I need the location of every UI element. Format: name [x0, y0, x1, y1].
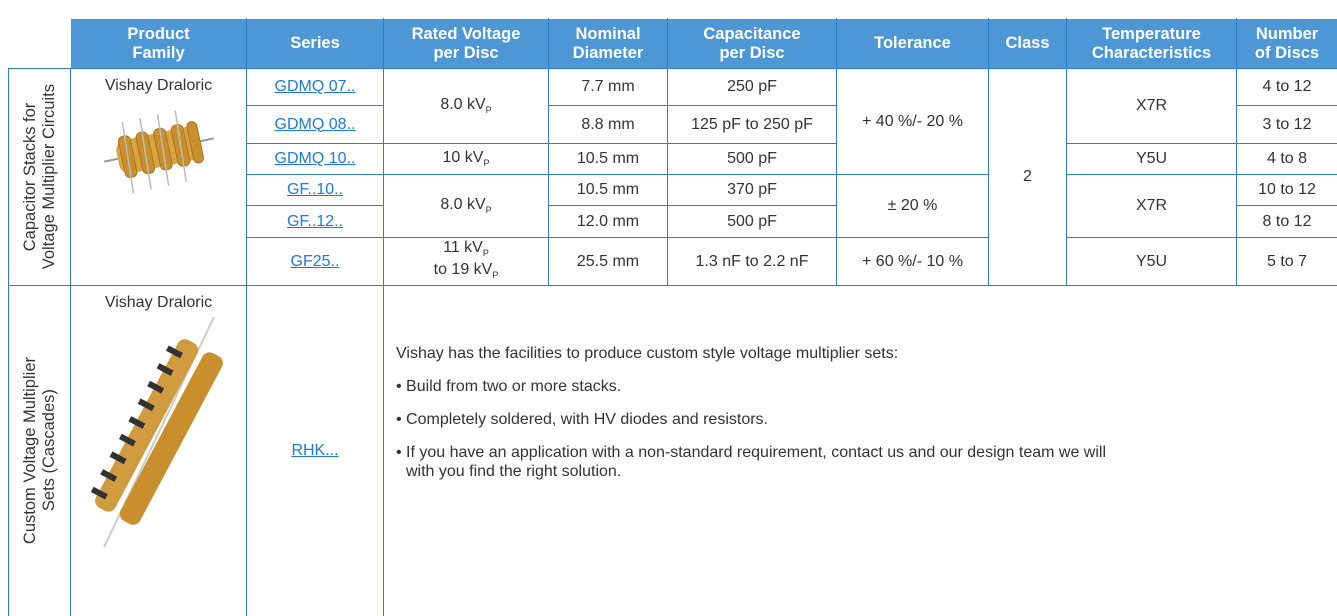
capacitance: 370 pF — [668, 175, 837, 206]
corner — [9, 19, 71, 69]
series-link[interactable]: GDMQ 08.. — [275, 116, 356, 133]
voltage: 10 kV — [443, 149, 484, 166]
family-cell: Vishay Draloric — [71, 286, 247, 616]
series-link[interactable]: GDMQ 10.. — [275, 150, 356, 167]
section-label-text: Capacitor Stacks for Voltage Multiplier … — [21, 84, 59, 269]
voltage-sub: P — [483, 249, 489, 259]
bullet: • If you have an application with a non-… — [396, 443, 1106, 481]
capacitance: 250 pF — [668, 69, 837, 106]
voltage: 11 kV — [443, 239, 483, 256]
voltage-cell: 8.0 kVP — [384, 175, 549, 238]
product-table: Product Family Series Rated Voltage per … — [8, 18, 1337, 616]
cascade-image — [84, 312, 234, 552]
tolerance: ± 20 % — [837, 175, 989, 238]
header-cell: Nominal Diameter — [549, 19, 668, 69]
diameter: 12.0 mm — [549, 206, 668, 238]
header-cell: Class — [989, 19, 1067, 69]
series-cell: GDMQ 07.. — [247, 69, 384, 106]
voltage-sub: P — [483, 159, 489, 169]
temperature: Y5U — [1067, 238, 1237, 286]
series-link[interactable]: RHK... — [291, 442, 338, 459]
series-cell: GF25.. — [247, 238, 384, 286]
diameter: 25.5 mm — [549, 238, 668, 286]
voltage: 8.0 kV — [440, 196, 485, 213]
series-cell: RHK... — [247, 286, 384, 616]
discs: 3 to 12 — [1237, 106, 1337, 144]
capacitance: 1.3 nF to 2.2 nF — [668, 238, 837, 286]
row: Capacitor Stacks for Voltage Multiplier … — [9, 69, 1337, 106]
series-cell: GF..12.. — [247, 206, 384, 238]
header-cell: Tolerance — [837, 19, 989, 69]
series-link[interactable]: GDMQ 07.. — [275, 78, 356, 95]
diameter: 8.8 mm — [549, 106, 668, 144]
series-cell: GDMQ 10.. — [247, 144, 384, 175]
tolerance: + 40 %/- 20 % — [837, 69, 989, 175]
stack-image — [99, 95, 219, 205]
tolerance: + 60 %/- 10 % — [837, 238, 989, 286]
table-wrap: Product Family Series Rated Voltage per … — [8, 18, 1337, 616]
series-cell: GDMQ 08.. — [247, 106, 384, 144]
intro: Vishay has the facilities to produce cus… — [396, 344, 1334, 363]
discs: 5 to 7 — [1237, 238, 1337, 286]
temperature: Y5U — [1067, 144, 1237, 175]
diameter: 10.5 mm — [549, 175, 668, 206]
section-label: Capacitor Stacks for Voltage Multiplier … — [9, 69, 71, 286]
header-cell: Product Family — [71, 19, 247, 69]
bullet: • Build from two or more stacks. — [396, 377, 1106, 396]
temperature: X7R — [1067, 69, 1237, 144]
family-cell: Vishay Draloric — [71, 69, 247, 286]
series-cell: GF..10.. — [247, 175, 384, 206]
header-cell: Number of Discs — [1237, 19, 1337, 69]
header-cell: Series — [247, 19, 384, 69]
discs: 10 to 12 — [1237, 175, 1337, 206]
capacitance: 500 pF — [668, 206, 837, 238]
diameter: 10.5 mm — [549, 144, 668, 175]
capacitance: 500 pF — [668, 144, 837, 175]
voltage-sub: P — [492, 270, 498, 280]
class: 2 — [989, 69, 1067, 286]
section-label: Custom Voltage Multiplier Sets (Cascades… — [9, 286, 71, 616]
series-link[interactable]: GF..12.. — [287, 213, 343, 230]
capacitance: 125 pF to 250 pF — [668, 106, 837, 144]
discs: 4 to 12 — [1237, 69, 1337, 106]
series-link[interactable]: GF25.. — [291, 253, 340, 270]
header-cell: Temperature Characteristics — [1067, 19, 1237, 69]
voltage: 8.0 kV — [440, 96, 485, 113]
discs: 8 to 12 — [1237, 206, 1337, 238]
voltage-sub: P — [486, 106, 492, 116]
family: Vishay Draloric — [75, 77, 242, 95]
discs: 4 to 8 — [1237, 144, 1337, 175]
temperature: X7R — [1067, 175, 1237, 238]
voltage-sub: P — [486, 206, 492, 216]
family: Vishay Draloric — [75, 294, 242, 312]
voltage-cell: 10 kVP — [384, 144, 549, 175]
page: Product Family Series Rated Voltage per … — [0, 0, 1337, 603]
header-cell: Capacitance per Disc — [668, 19, 837, 69]
row: Custom Voltage Multiplier Sets (Cascades… — [9, 286, 1337, 616]
header-row: Product Family Series Rated Voltage per … — [9, 19, 1337, 69]
diameter: 7.7 mm — [549, 69, 668, 106]
header-cell: Rated Voltage per Disc — [384, 19, 549, 69]
bullet: • Completely soldered, with HV diodes an… — [396, 410, 1106, 429]
description: Vishay has the facilities to produce cus… — [384, 286, 1337, 616]
voltage: to 19 kV — [434, 261, 493, 278]
voltage-cell: 8.0 kVP — [384, 69, 549, 144]
series-link[interactable]: GF..10.. — [287, 181, 343, 198]
section-label-text: Custom Voltage Multiplier Sets (Cascades… — [21, 357, 59, 544]
